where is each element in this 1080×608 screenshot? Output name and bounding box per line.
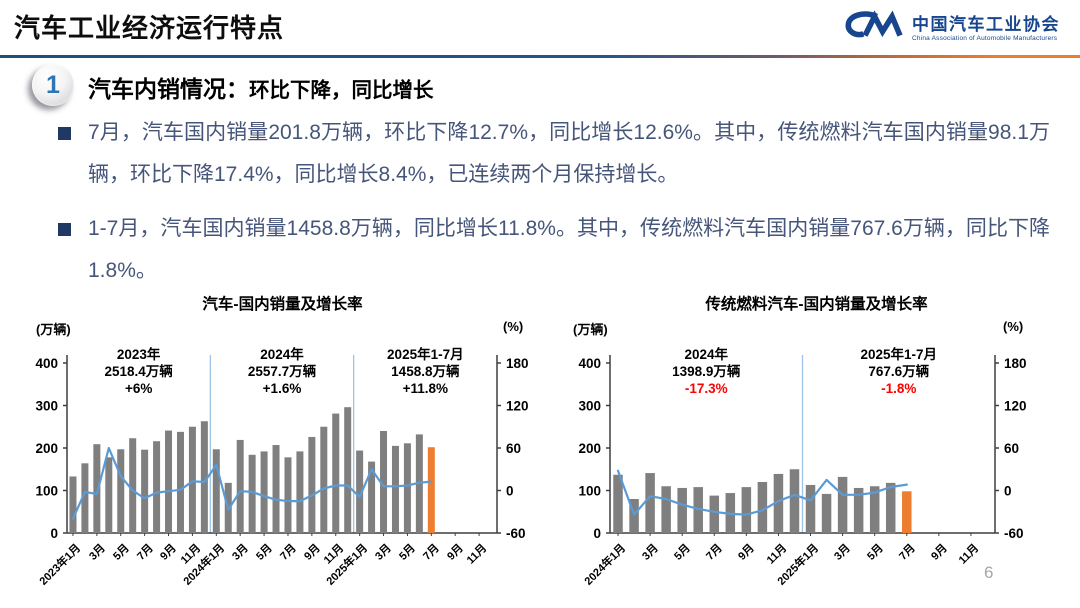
auto-domestic-sales-chart-canvas: 0 100 200 300 400 -60 0 60 120 180 [35,355,529,541]
left-axis-unit-label: (万辆) [36,322,71,337]
chart-annotation-line: 2557.7万辆 [247,364,317,379]
chart-annotation-line: 1398.9万辆 [672,364,741,379]
bullet-text: 1-7月，汽车国内销量1458.8万辆，同比增长11.8%。其中，传统燃料汽车国… [88,217,1050,282]
bullet-item: 1-7月，汽车国内销量1458.8万辆，同比增长11.8%。其中，传统燃料汽车国… [58,208,1050,292]
svg-text:0: 0 [1004,484,1012,499]
bullet-text: 7月，汽车国内销量201.8万辆，环比下降12.7%，同比增长12.6%。其中，… [88,121,1050,186]
svg-text:400: 400 [35,356,58,371]
chart-annotation-line: 2518.4万辆 [104,364,173,379]
svg-text:200: 200 [578,441,601,456]
chart-auto-domestic-sales: 汽车-国内销量及增长率 (万辆) (%) 2023年1月 3月 5月 7月 9月 11月 2… [30,288,535,606]
svg-text:-60: -60 [506,526,526,541]
svg-text:0: 0 [506,484,514,499]
caam-logo: 中国汽车工业协会 China Association of Automobile… [842,8,1060,49]
section-heading-primary: 汽车内销情况： [88,76,249,102]
page-title: 汽车工业经济运行特点 [14,13,285,43]
svg-text:-60: -60 [1004,526,1024,541]
chart-title: 传统燃料汽车-国内销量及增长率 [705,296,928,313]
bullet-item: 7月，汽车国内销量201.8万辆，环比下降12.7%，同比增长12.6%。其中，… [58,112,1050,196]
caam-logo-icon [842,8,904,49]
svg-text:0: 0 [50,526,58,541]
page-number: 6 [984,563,994,582]
logo-org-name-cn: 中国汽车工业协会 [912,14,1060,34]
svg-text:400: 400 [578,356,601,371]
chart-annotation-line: 2025年1-7月 [387,347,464,362]
header-divider-rule [0,55,1080,58]
svg-text:60: 60 [506,441,521,456]
chart-annotation: 2024年 2557.7万辆 +1.6% [217,346,347,397]
chart-annotation-line: 2024年 [260,347,304,362]
right-axis-unit-label: (%) [1003,319,1024,334]
chart-annotation: 2024年 1398.9万辆 -17.3% [641,346,771,397]
svg-text:100: 100 [35,484,58,499]
svg-text:180: 180 [506,356,529,371]
svg-text:60: 60 [1004,441,1019,456]
section-heading-secondary: 环比下降，同比增长 [249,79,434,102]
chart-annotation-line: +11.8% [402,381,449,396]
bullet-square-marker [58,223,71,236]
chart-annotation-line: -17.3% [684,381,728,396]
svg-text:180: 180 [1004,356,1027,371]
chart-fuel-vehicle-sales: 传统燃料汽车-国内销量及增长率 (万辆) (%) 2024年1月 3月 5月 7月 9月… [563,288,1070,606]
svg-text:120: 120 [1004,399,1027,414]
chart-annotation: 2025年1-7月 767.6万辆 -1.8% [834,346,964,397]
chart-title: 汽车-国内销量及增长率 [202,296,363,313]
svg-text:200: 200 [35,441,58,456]
bullet-square-marker [58,127,71,140]
svg-text:100: 100 [578,484,601,499]
svg-text:0: 0 [593,526,601,541]
svg-text:300: 300 [578,399,601,414]
bullet-list: 7月，汽车国内销量201.8万辆，环比下降12.7%，同比增长12.6%。其中，… [58,112,1050,304]
logo-org-name-en: China Association of Automobile Manufact… [912,34,1058,42]
section-number-badge: 1 [32,64,74,106]
chart-annotation: 2025年1-7月 1458.8万辆 +11.8% [360,346,490,397]
chart-annotation-line: 2025年1-7月 [860,347,938,362]
chart-annotation-line: 767.6万辆 [868,364,930,379]
svg-text:300: 300 [35,399,58,414]
chart-annotation-line: -1.8% [881,381,917,396]
left-axis-unit-label: (万辆) [573,322,608,337]
chart-annotation-line: 2023年 [116,347,161,362]
chart-annotation: 2023年 2518.4万辆 +6% [74,346,204,397]
chart-annotation-line: +6% [124,381,153,396]
svg-text:120: 120 [506,399,529,414]
chart-annotation-line: +1.6% [262,381,302,396]
section-heading: 汽车内销情况：环比下降，同比增长 [88,70,434,104]
fuel-vehicle-domestic-sales-chart-canvas: 0 100 200 300 400 -60 0 60 120 180 [578,355,1027,541]
chart-annotation-line: 2024年 [684,347,729,362]
chart-annotation-line: 1458.8万辆 [391,364,460,379]
right-axis-unit-label: (%) [503,319,524,334]
